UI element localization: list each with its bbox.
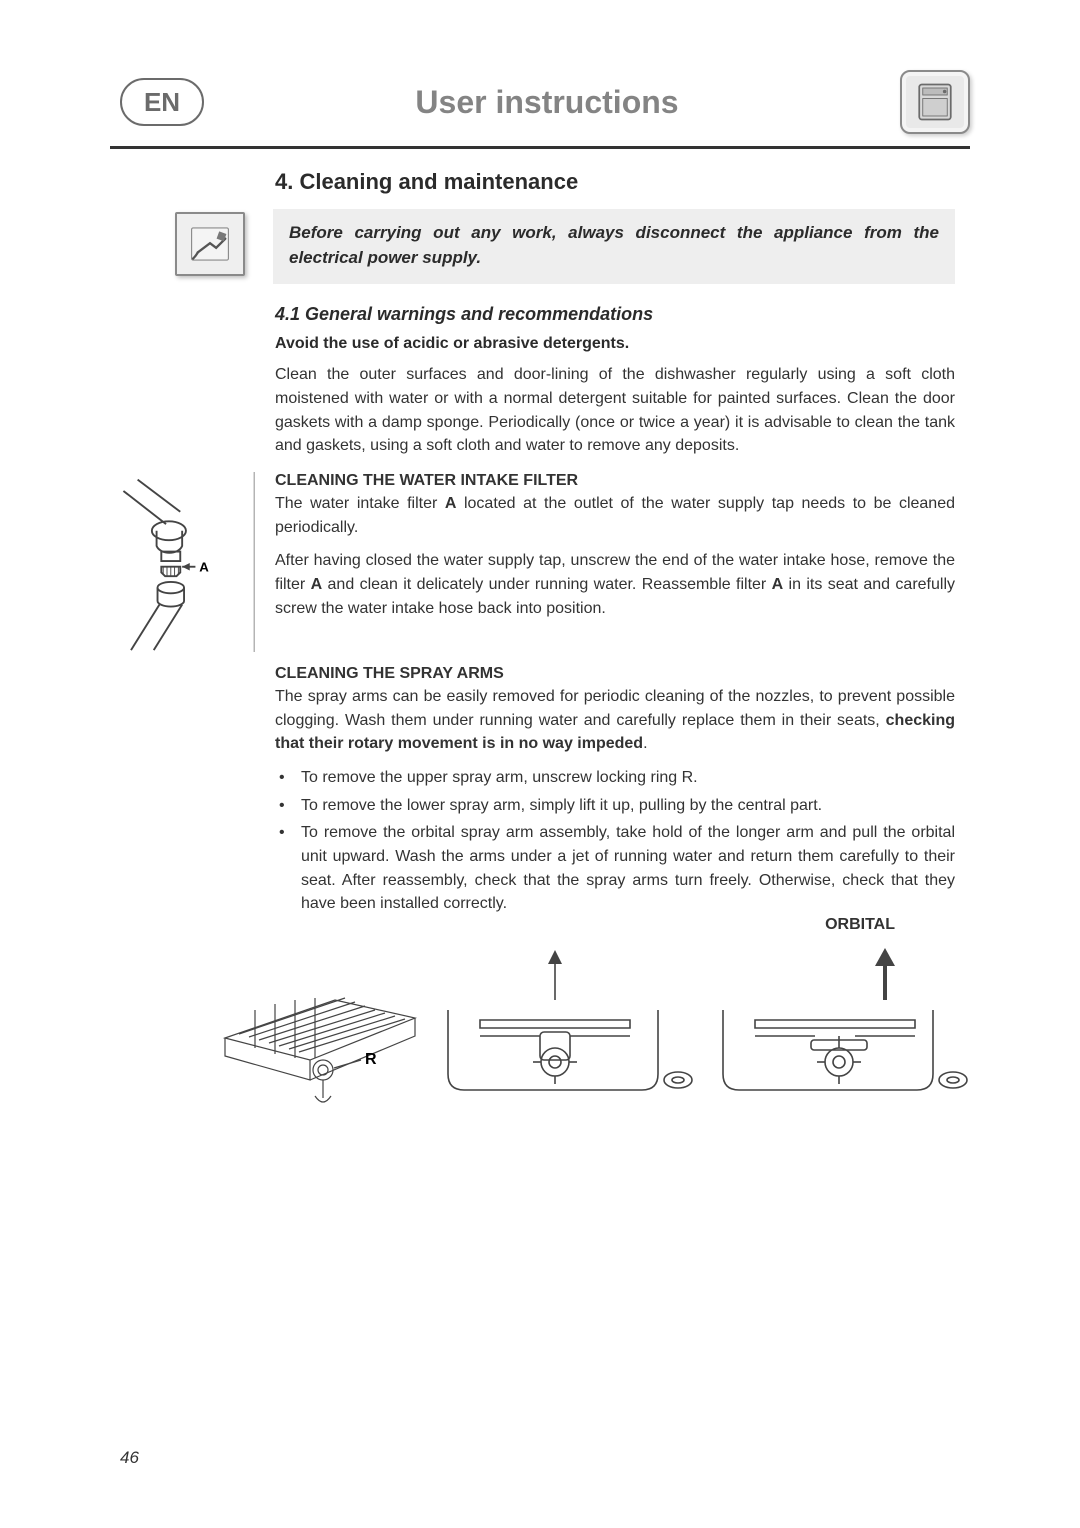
spray-bullet-list: To remove the upper spray arm, unscrew l… bbox=[275, 766, 955, 916]
text-bold: lower bbox=[407, 797, 445, 814]
list-item: To remove the upper spray arm, unscrew l… bbox=[301, 766, 955, 790]
text-span: spray arm, unscrew locking ring bbox=[448, 769, 682, 786]
warning-callout: Before carrying out any work, always dis… bbox=[175, 209, 955, 284]
text-span: To remove the bbox=[301, 824, 411, 841]
filter-diagram: A bbox=[110, 468, 260, 657]
filter-paragraph-2: After having closed the water supply tap… bbox=[275, 549, 955, 620]
section-heading: 4. Cleaning and maintenance bbox=[275, 169, 955, 195]
text-span: and clean it delicately under running wa… bbox=[322, 576, 771, 593]
spray-title: CLEANING THE SPRAY ARMS bbox=[275, 665, 955, 683]
filter-paragraph-1: The water intake filter A located at the… bbox=[275, 492, 955, 539]
r-label: R bbox=[365, 1051, 377, 1068]
filter-letter-a: A bbox=[445, 495, 457, 512]
text-span: To remove the bbox=[301, 797, 407, 814]
orbital-label: ORBITAL bbox=[825, 916, 895, 934]
filter-letter-a: A bbox=[311, 576, 323, 593]
text-bold: orbital bbox=[411, 824, 455, 841]
filter-a-label: A bbox=[199, 559, 209, 574]
upper-arm-diagram: R bbox=[215, 940, 425, 1110]
text-span: The water intake filter bbox=[275, 495, 445, 512]
header-rule bbox=[110, 146, 970, 149]
filter-letter-a: A bbox=[772, 576, 784, 593]
text-span: . bbox=[643, 735, 647, 752]
text-span: To remove the bbox=[301, 769, 407, 786]
filter-title: CLEANING THE WATER INTAKE FILTER bbox=[275, 472, 955, 490]
subsection-heading: 4.1 General warnings and recommendations bbox=[275, 304, 955, 325]
warning-text: Before carrying out any work, always dis… bbox=[273, 209, 955, 284]
spray-paragraph: The spray arms can be easily removed for… bbox=[275, 685, 955, 756]
general-cleaning-paragraph: Clean the outer surfaces and door-lining… bbox=[275, 363, 955, 458]
page: EN User instructions 4. Cleaning and mai… bbox=[0, 0, 1080, 1528]
lower-arm-diagram bbox=[440, 940, 700, 1110]
spray-arm-figures: ORBITAL bbox=[215, 922, 975, 1122]
language-badge: EN bbox=[120, 78, 204, 126]
text-bold: upper bbox=[407, 769, 448, 786]
page-title: User instructions bbox=[194, 84, 900, 121]
text-span: The spray arms can be easily removed for… bbox=[275, 688, 955, 729]
content-column: 4. Cleaning and maintenance Before carry… bbox=[275, 169, 955, 1122]
filter-text: CLEANING THE WATER INTAKE FILTER The wat… bbox=[275, 468, 955, 630]
avoid-detergents-text: Avoid the use of acidic or abrasive dete… bbox=[275, 335, 955, 353]
plug-icon bbox=[175, 212, 245, 276]
text-bold: R bbox=[682, 769, 694, 786]
filter-block: A CL bbox=[110, 468, 955, 657]
page-header: EN User instructions bbox=[110, 70, 970, 134]
page-number: 46 bbox=[120, 1448, 139, 1468]
text-bold: After reassembly, check that the spray a… bbox=[342, 872, 752, 889]
list-item: To remove the lower spray arm, simply li… bbox=[301, 794, 955, 818]
text-span: . bbox=[693, 769, 697, 786]
orbital-arm-diagram bbox=[715, 940, 975, 1110]
list-item: To remove the orbital spray arm assembly… bbox=[301, 821, 955, 916]
appliance-icon bbox=[900, 70, 970, 134]
text-span: spray arm, simply lift it up, pulling by… bbox=[445, 797, 822, 814]
